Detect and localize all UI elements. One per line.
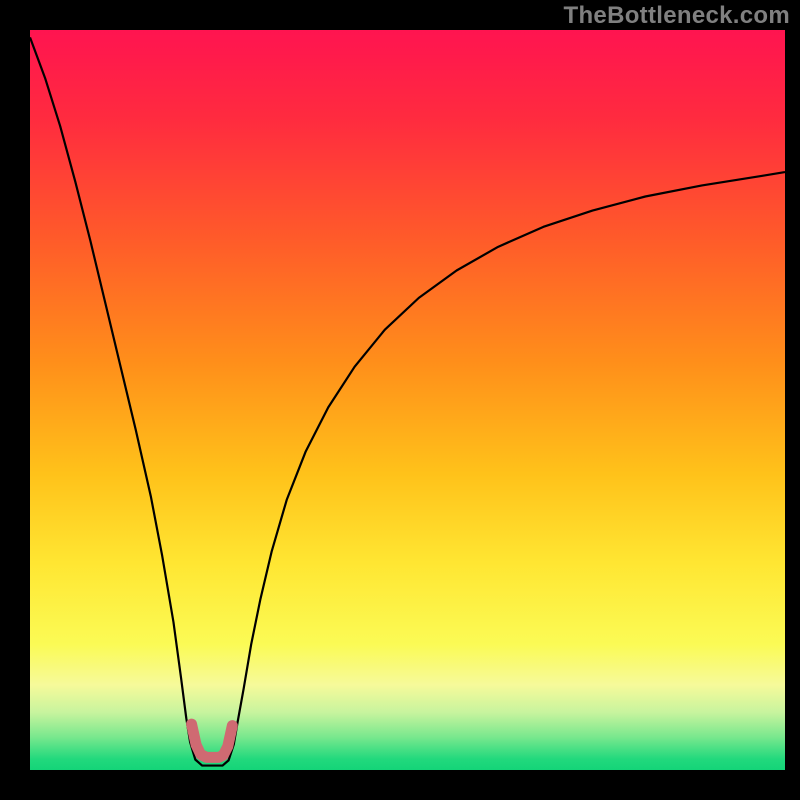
plot-gradient-background (30, 30, 785, 770)
watermark-text: TheBottleneck.com (564, 2, 790, 30)
chart-stage: TheBottleneck.com (0, 0, 800, 800)
bottleneck-chart (0, 0, 800, 800)
